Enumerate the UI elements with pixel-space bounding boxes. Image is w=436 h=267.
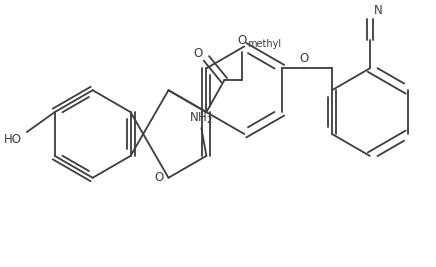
Text: methyl: methyl: [247, 40, 281, 49]
Text: O: O: [154, 171, 163, 184]
Text: NH$_2$: NH$_2$: [190, 111, 213, 126]
Text: O: O: [194, 47, 203, 60]
Text: N: N: [373, 4, 382, 17]
Text: O: O: [238, 34, 247, 47]
Text: O: O: [300, 52, 309, 65]
Text: HO: HO: [4, 134, 22, 147]
